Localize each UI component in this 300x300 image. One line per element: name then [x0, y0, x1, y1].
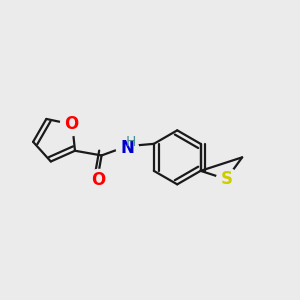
Text: H: H [125, 135, 136, 149]
Text: O: O [91, 170, 105, 188]
Text: O: O [64, 116, 78, 134]
Text: S: S [221, 170, 233, 188]
Text: N: N [120, 139, 134, 157]
